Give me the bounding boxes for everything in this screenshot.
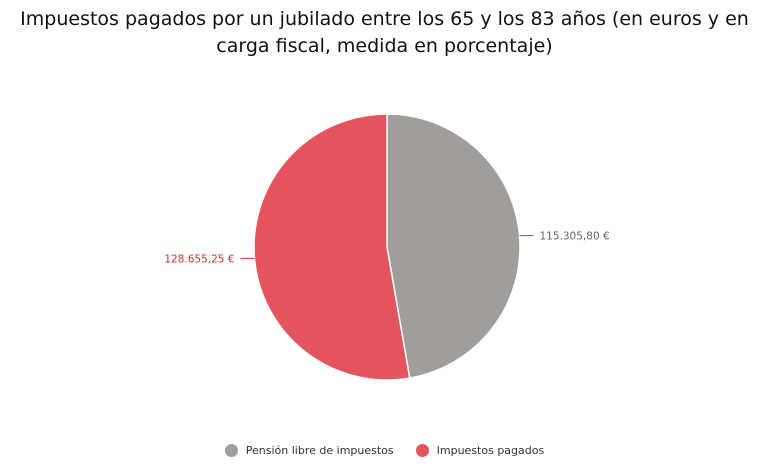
legend-swatch-impuestos	[415, 444, 429, 457]
legend: Pensión libre de impuestos Impuestos pag…	[0, 444, 769, 457]
legend-label-pension: Pensión libre de impuestos	[245, 444, 394, 457]
data-label-impuestos: 128.655,25 €	[164, 253, 234, 265]
legend-item-pension[interactable]: Pensión libre de impuestos	[224, 444, 394, 457]
legend-swatch-pension	[224, 444, 238, 457]
chart-title: Impuestos pagados por un jubilado entre …	[20, 8, 749, 57]
pie-slice-impuestos[interactable]	[253, 113, 411, 381]
pie-slice-pension[interactable]	[386, 113, 521, 379]
pie-slices	[253, 113, 521, 381]
legend-label-impuestos: Impuestos pagados	[436, 444, 545, 457]
legend-item-impuestos[interactable]: Impuestos pagados	[415, 444, 545, 457]
pie-data-labels: 115.305,80 € 128.655,25 €	[164, 231, 609, 266]
data-label-pension: 115.305,80 €	[540, 231, 610, 243]
